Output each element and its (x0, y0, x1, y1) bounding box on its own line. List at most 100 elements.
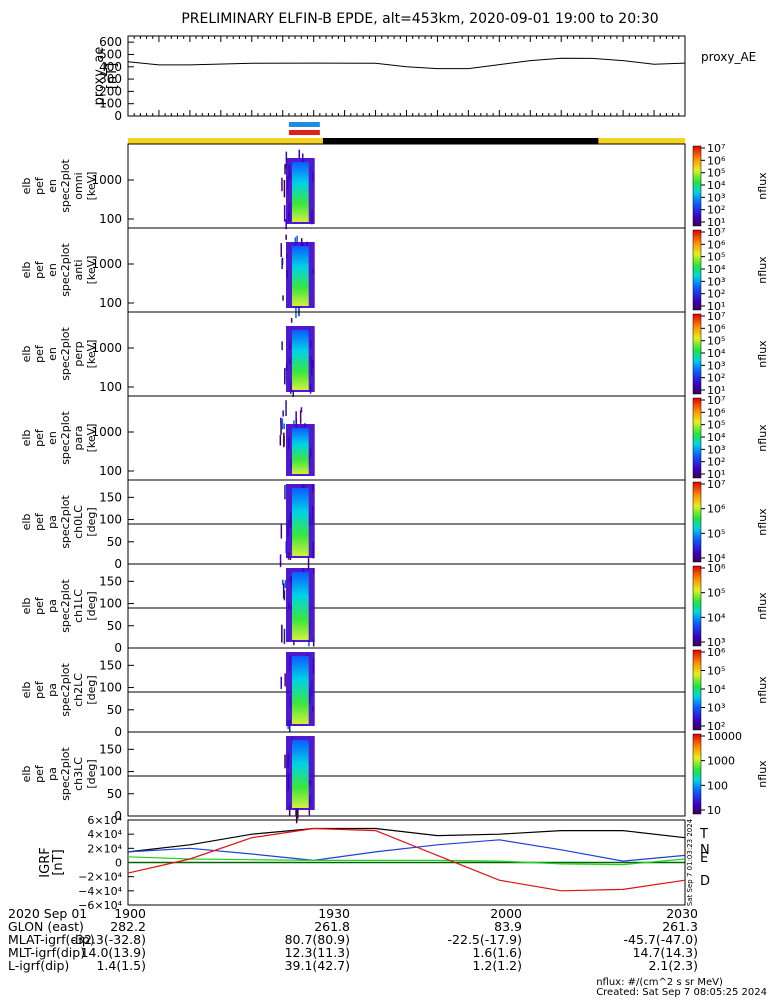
data-streak (283, 180, 286, 198)
panel-ytick: 100 (99, 212, 122, 226)
panel-ytick: 150 (99, 742, 122, 756)
panel-ylabel-line: elb (20, 178, 33, 195)
colorbar-ticklabel: 10⁴ (707, 552, 726, 565)
footer-row-label: MLT-igrf(dip) (8, 945, 86, 960)
footer-value: -22.5(-17.9) (447, 932, 522, 947)
data-streak (283, 205, 286, 222)
proxy-ae-line (127, 57, 686, 70)
data-streak (282, 410, 284, 417)
colorbar-ticklabel: 10⁵ (707, 167, 725, 180)
panel-ylabel-line: elb (20, 766, 33, 783)
igrf-yunit: [nT] (51, 849, 66, 875)
panel-ylabel-line: spec2plot (59, 663, 72, 717)
panel-ylabel-line: elb (20, 262, 33, 279)
footer-value: 2030 (666, 906, 698, 921)
colorbar-ticklabel: 10⁵ (707, 419, 725, 432)
panel-ylabel-line: pa (46, 767, 59, 781)
colorbar-ticklabel: 10³ (707, 702, 725, 715)
data-streak (283, 628, 286, 645)
spectrogram-panel: elb pef pa spec2plot ch2LC [deg]150 100 50 0 10⁶ 1… (20, 646, 769, 739)
colorbar-ticklabel: 10² (707, 372, 725, 385)
colorbar-ticklabel: 10⁷ (707, 226, 725, 239)
data-streak (296, 235, 298, 244)
igrf-legend-T: T (699, 827, 708, 842)
data-streak (293, 420, 295, 425)
proxy-ae-ytick: 400 (99, 60, 122, 74)
colorbar-ticklabel: 10⁶ (707, 238, 726, 251)
credits: nflux: #/(cm^2 s sr MeV) Created: Sat Se… (596, 978, 767, 998)
footer-value: 1930 (318, 906, 350, 921)
panel-ylabel-line: [keV] (85, 256, 98, 285)
colorbar-ticklabel: 10² (707, 456, 725, 469)
panel-frame (127, 395, 686, 481)
panel-ytick: 50 (107, 787, 122, 801)
footer-value: 1.2(1.2) (472, 958, 522, 973)
data-blob (292, 572, 309, 640)
colorbar-label: nflux (756, 172, 769, 200)
data-streak (284, 484, 286, 500)
panel-ylabel-line: [keV] (85, 172, 98, 201)
panel-frame (127, 563, 686, 649)
panel-ylabel-line: elb (20, 598, 33, 615)
panel-ytick: 150 (99, 490, 122, 504)
colorbar-ticklabel: 10⁴ (707, 431, 726, 444)
panel-ylabel-line: spec2plot (59, 495, 72, 549)
igrf-ytick: −4×10⁴ (78, 885, 122, 898)
colorbar-label: nflux (756, 760, 769, 788)
proxy-ae-frame (127, 35, 686, 117)
panel-ylabel-line: pef (33, 596, 46, 615)
igrf-ytick: −6×10⁴ (78, 899, 122, 912)
igrf-ytick: 2×10⁴ (87, 842, 122, 855)
panel-ytick: 0 (114, 725, 122, 739)
colorbar-ticklabel: 10³ (707, 191, 725, 204)
footer-row-label: 2020 Sep 01 (8, 906, 88, 921)
footer-value: 80.7(80.9) (284, 932, 350, 947)
data-streak (307, 554, 310, 570)
panel-ylabel-line: spec2plot (59, 159, 72, 213)
spectrogram-panel: elb pef en spec2plot para [keV]100010010⁷10⁶1… (20, 394, 769, 481)
data-streak (312, 638, 315, 647)
panel-ylabel-line: pef (33, 176, 46, 195)
panel-ylabel-line: en (46, 431, 59, 445)
data-blob (292, 162, 309, 222)
panel-ylabel-line: elb (20, 430, 33, 447)
spectrogram-panel: elb pef en spec2plot anti [keV]100010010⁷10⁶1… (20, 226, 769, 318)
panel-ylabel-line: pef (33, 680, 46, 699)
colorbar-ticklabel: 10 (707, 804, 721, 817)
panel-ylabel-line: perp (72, 341, 85, 366)
panel-ylabel-line: spec2plot (59, 747, 72, 801)
panel-ylabel-line: elb (20, 346, 33, 363)
panel-ylabel-line: para (72, 426, 85, 451)
colorbar-ticklabel: 1000 (707, 755, 735, 768)
data-streak (284, 368, 286, 381)
data-streak (284, 580, 287, 588)
panel-ytick: 0 (114, 641, 122, 655)
spectrogram-panel: elb pef pa spec2plot ch1LC [deg]150 100 50 0 10⁶ 1… (20, 562, 769, 655)
colorbar-label: nflux (756, 424, 769, 452)
orbit-bar-black (322, 138, 599, 144)
footer-value: 282.2 (110, 919, 146, 934)
colorbar-ticklabel: 10¹ (707, 384, 725, 397)
panel-ylabel-line: [deg] (85, 675, 98, 704)
colorbar-ticklabel: 10⁷ (707, 394, 725, 407)
colorbar (692, 229, 702, 311)
colorbar-ticklabel: 10⁵ (707, 587, 725, 600)
colorbar-ticklabel: 10⁷ (707, 478, 725, 491)
panel-ylabel-line: pef (33, 344, 46, 363)
colorbar-label: nflux (756, 256, 769, 284)
panel-ytick: 50 (107, 619, 122, 633)
igrf-ytick: 6×10⁴ (87, 814, 122, 827)
panel-ylabel-line: spec2plot (59, 579, 72, 633)
igrf-line-N (127, 839, 686, 862)
proxy-ae-ytick: 500 (99, 47, 122, 61)
data-streak (279, 435, 282, 446)
data-streak (290, 318, 293, 323)
proxy-ae-ylabel: proxy_ae (92, 47, 107, 106)
colorbar-ticklabel: 10⁴ (707, 347, 726, 360)
footer-value: 14.7(14.3) (632, 945, 698, 960)
data-streak (281, 341, 283, 351)
colorbar-ticklabel: 10⁷ (707, 310, 725, 323)
data-streak (280, 676, 282, 689)
colorbar (692, 649, 702, 731)
